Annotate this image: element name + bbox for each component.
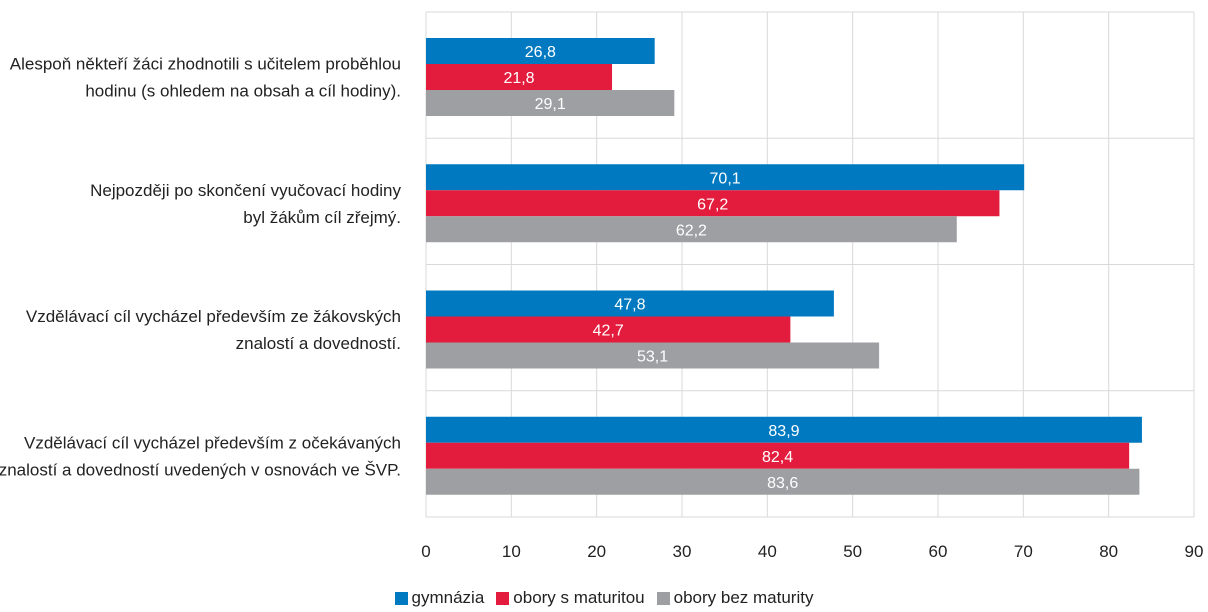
x-tick-label: 10 xyxy=(502,542,521,561)
bar-1-1 xyxy=(426,38,655,64)
x-tick-label: 80 xyxy=(1099,542,1118,561)
bar-1-3 xyxy=(426,290,834,317)
bar-value-label: 29,1 xyxy=(535,96,566,113)
bar-2-2 xyxy=(426,190,1000,217)
bar-1-4 xyxy=(426,416,1142,443)
x-tick-label: 60 xyxy=(929,542,948,561)
legend-item-gymnazia: gymnázia xyxy=(394,588,485,608)
bar-value-label: 83,9 xyxy=(768,423,799,440)
legend-item-obory-bez-maturity: obory bez maturity xyxy=(656,588,814,608)
category-label-line: Alespoň někteří žáci zhodnotili s učitel… xyxy=(10,55,401,74)
category-label: Vzdělávací cíl vycházel především z oček… xyxy=(0,433,401,479)
bar-1-2 xyxy=(426,164,1025,191)
category-label-line: hodinu (s ohledem na obsah a cíl hodiny)… xyxy=(85,82,401,101)
bar-value-label: 53,1 xyxy=(637,349,668,366)
category-label-line: byl žákům cíl zřejmý. xyxy=(243,208,401,227)
bar-3-1 xyxy=(426,90,675,116)
bar-2-4 xyxy=(426,442,1130,469)
legend-swatch-obory-s-maturitou xyxy=(496,591,510,605)
bar-value-label: 67,2 xyxy=(697,196,728,213)
bar-value-label: 83,6 xyxy=(767,475,798,492)
bar-value-label: 70,1 xyxy=(710,170,741,187)
x-tick-label: 90 xyxy=(1185,542,1204,561)
legend-swatch-gymnazia xyxy=(394,591,408,605)
category-label-line: Vzdělávací cíl vycházel především ze žák… xyxy=(26,307,401,326)
legend-swatch-obory-bez-maturity xyxy=(656,591,670,605)
bar-3-2 xyxy=(426,216,957,243)
bar-2-3 xyxy=(426,316,791,343)
x-tick-label: 50 xyxy=(843,542,862,561)
legend-label-gymnazia: gymnázia xyxy=(411,588,485,607)
x-tick-label: 0 xyxy=(421,542,430,561)
category-label-line: znalostí a dovedností. xyxy=(236,334,401,353)
bar-value-label: 42,7 xyxy=(593,323,624,340)
category-label: Alespoň někteří žáci zhodnotili s učitel… xyxy=(10,55,401,101)
category-label: Nejpozději po skončení vyučovací hodiny b… xyxy=(90,181,401,227)
x-tick-label: 30 xyxy=(673,542,692,561)
category-label-line: Vzdělávací cíl vycházel především z oček… xyxy=(24,433,401,452)
bar-value-label: 47,8 xyxy=(614,297,645,314)
bar-3-3 xyxy=(426,342,880,369)
x-tick-label: 70 xyxy=(1014,542,1033,561)
bar-2-1 xyxy=(426,64,613,90)
legend-label-obory-bez-maturity: obory bez maturity xyxy=(673,588,814,607)
category-label-line: Nejpozději po skončení vyučovací hodiny xyxy=(90,181,401,200)
bar-value-label: 82,4 xyxy=(762,449,793,466)
category-label: Vzdělávací cíl vycházel především ze žák… xyxy=(26,307,401,353)
legend-item-obory-s-maturitou: obory s maturitou xyxy=(496,588,645,608)
x-tick-label: 20 xyxy=(587,542,606,561)
bar-3-4 xyxy=(426,468,1140,495)
bar-value-label: 26,8 xyxy=(525,44,556,61)
x-tick-label: 40 xyxy=(758,542,777,561)
legend: gymnázia obory s maturitou obory bez mat… xyxy=(0,587,1208,609)
legend-label-obory-s-maturitou: obory s maturitou xyxy=(513,588,645,607)
bar-value-label: 62,2 xyxy=(676,222,707,239)
category-label-line: znalostí a dovedností uvedených v osnová… xyxy=(0,460,401,479)
bar-value-label: 21,8 xyxy=(503,70,534,87)
